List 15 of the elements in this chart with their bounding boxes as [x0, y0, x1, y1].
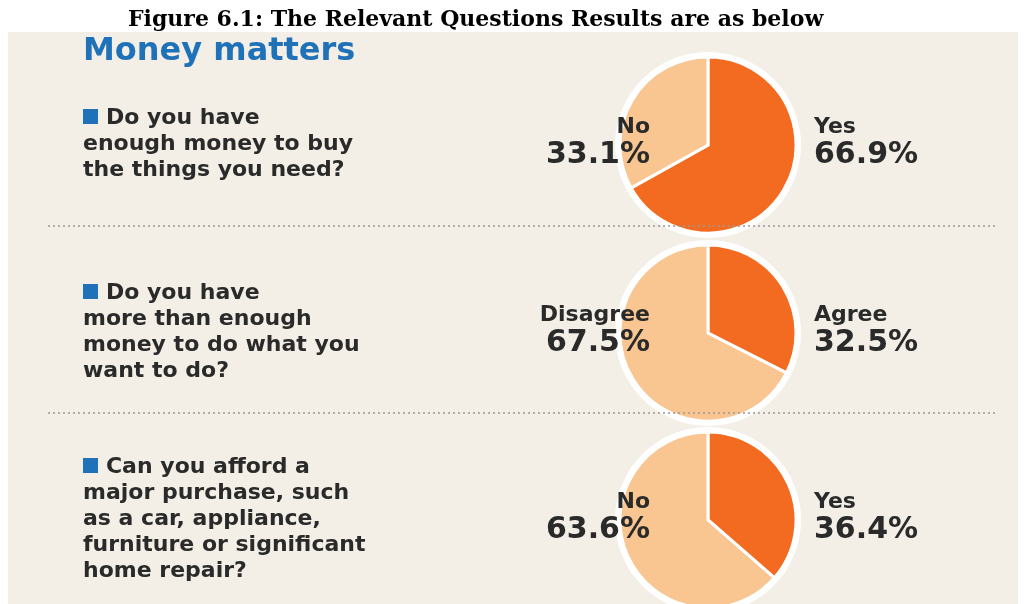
text: Do you have enough money to buy the things you need?	[83, 104, 354, 181]
slice-label: Yes	[813, 113, 856, 138]
data-label: 33.1%	[545, 135, 650, 170]
data-label: 36.4%	[814, 510, 919, 545]
text: Money matters	[83, 30, 356, 68]
data-label: 66.9%	[814, 135, 919, 170]
text: Do you have more than enough money to do what you want to do?	[83, 279, 360, 382]
slice-label: Disagree	[539, 301, 650, 326]
slice-label: No	[616, 113, 650, 138]
text: Can you afford a major purchase, such as a car, appliance, furniture or significant home repair?	[83, 453, 366, 582]
data-label: 63.6%	[545, 510, 650, 545]
slice-label: Yes	[813, 488, 856, 513]
slice-label: Agree	[814, 301, 888, 326]
caption: Figure 6.1: The Relevant Questions Results are as below	[128, 5, 825, 31]
slice-label: No	[616, 488, 650, 513]
